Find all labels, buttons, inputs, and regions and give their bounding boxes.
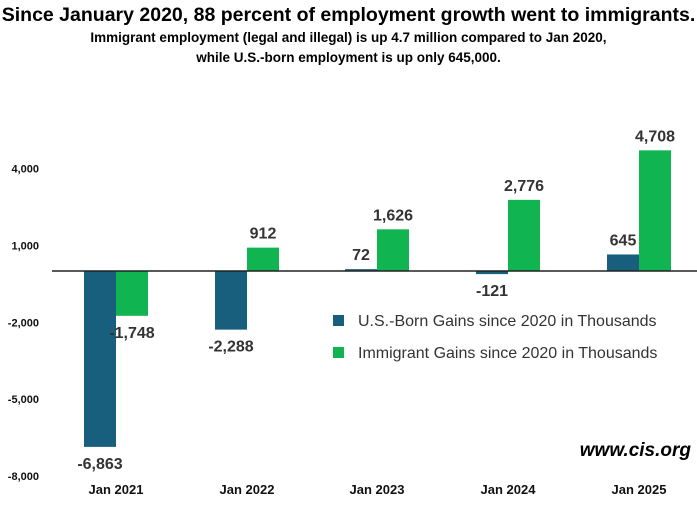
immigrant-data-label: 2,776 bbox=[504, 178, 544, 195]
immigrant-data-label: 1,626 bbox=[373, 207, 413, 224]
us-born-bar bbox=[345, 269, 377, 271]
y-tick-label: -5,000 bbox=[8, 394, 39, 406]
immigrant-bar bbox=[247, 247, 279, 271]
chart-subtitle-line2: while U.S.-born employment is up only 64… bbox=[196, 50, 501, 65]
x-category-label: Jan 2024 bbox=[481, 482, 537, 497]
immigrant-data-label: 912 bbox=[250, 226, 277, 243]
us-born-data-label: -6,863 bbox=[77, 456, 122, 473]
us-born-data-label: -121 bbox=[476, 283, 508, 300]
chart-title: Since January 2020, 88 percent of employ… bbox=[1, 4, 696, 26]
x-category-label: Jan 2021 bbox=[89, 482, 144, 497]
immigrant-bar bbox=[508, 199, 540, 271]
us-born-bar bbox=[215, 271, 247, 330]
chart-subtitle-line1: Immigrant employment (legal and illegal)… bbox=[90, 30, 607, 45]
us-born-bar bbox=[476, 271, 508, 275]
immigrant-bar bbox=[116, 271, 148, 316]
us-born-data-label: 645 bbox=[610, 232, 637, 249]
legend-label-us-born: U.S.-Born Gains since 2020 in Thousands bbox=[358, 313, 657, 330]
y-tick-label: 1,000 bbox=[11, 240, 39, 252]
x-category-label: Jan 2022 bbox=[220, 482, 275, 497]
x-category-label: Jan 2025 bbox=[612, 482, 667, 497]
immigrant-bar bbox=[639, 150, 671, 271]
immigrant-bar bbox=[377, 229, 409, 271]
legend-swatch-us-born bbox=[333, 315, 344, 326]
y-tick-label: -8,000 bbox=[8, 471, 39, 483]
legend-label-immigrant: Immigrant Gains since 2020 in Thousands bbox=[358, 345, 657, 362]
watermark: www.cis.org bbox=[579, 440, 691, 461]
immigrant-data-label: 4,708 bbox=[635, 128, 675, 145]
us-born-bar bbox=[607, 254, 639, 271]
immigrant-data-label: -1,748 bbox=[109, 325, 154, 342]
x-category-label: Jan 2023 bbox=[350, 482, 405, 497]
us-born-data-label: -2,288 bbox=[208, 339, 253, 356]
us-born-bar bbox=[84, 271, 116, 447]
y-tick-label: 4,000 bbox=[11, 163, 39, 175]
y-tick-label: -2,000 bbox=[8, 317, 39, 329]
us-born-data-label: 72 bbox=[352, 247, 370, 264]
legend-swatch-immigrant bbox=[333, 347, 344, 358]
